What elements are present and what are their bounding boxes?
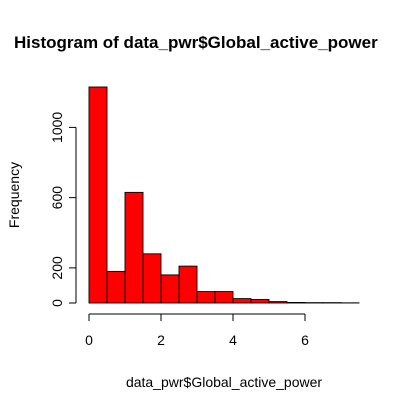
histogram-bar [268,301,288,304]
x-tick-label: 2 [157,332,165,348]
histogram-bar [286,302,306,304]
histogram-bar [232,298,252,304]
bars-layer [88,86,360,304]
x-tick-label: 4 [229,332,237,348]
x-tick-label: 6 [301,332,309,348]
y-axis-title: Frequency [6,162,22,228]
x-axis-title: data_pwr$Global_active_power [126,374,322,390]
histogram-bar [196,291,216,304]
histogram-bar [106,270,126,304]
y-tick-label: 0 [49,299,65,307]
y-tick-label: 200 [49,256,65,280]
y-tick-label: 1000 [49,112,65,143]
y-tick-label: 600 [49,186,65,210]
histogram-bar [250,299,270,304]
histogram-bar [214,291,234,304]
histogram-bar [160,274,180,304]
histogram-bar [142,253,162,304]
x-axis: 0 2 4 6 [85,313,309,348]
y-axis: 0 200 600 1000 [49,112,77,307]
histogram-bar [124,191,144,304]
histogram-bar [178,265,198,304]
chart-title: Histogram of data_pwr$Global_active_powe… [14,33,378,52]
histogram-bar [88,86,108,304]
x-tick-label: 0 [85,332,93,348]
